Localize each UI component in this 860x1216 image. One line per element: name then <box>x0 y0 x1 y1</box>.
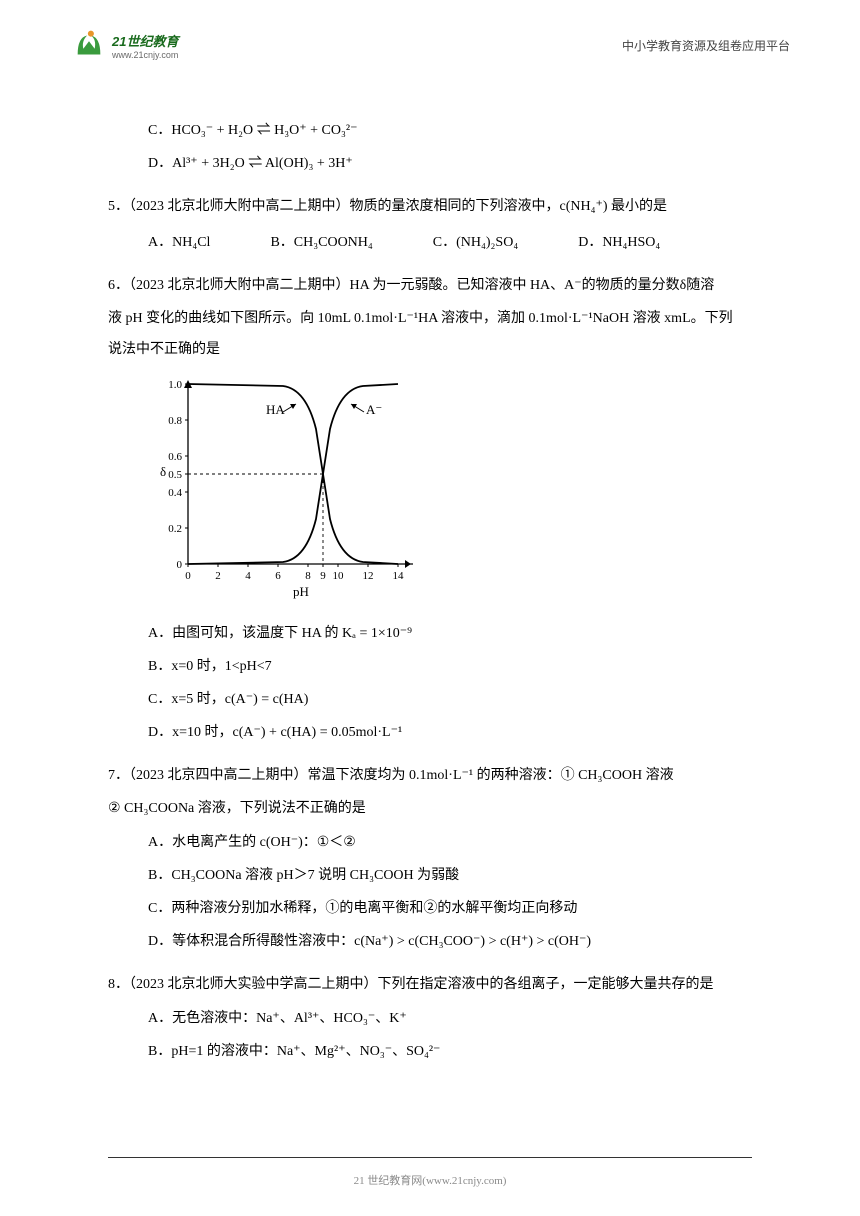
q7-option-d: D．等体积混合所得酸性溶液中：c(Na⁺) > c(CH₃COO⁻) > c(H… <box>148 929 752 954</box>
q8-stem: 8．（2023 北京北师大实验中学高二上期中）下列在指定溶液中的各组离子，一定能… <box>108 972 752 997</box>
svg-text:6: 6 <box>275 570 281 582</box>
svg-text:0.4: 0.4 <box>168 487 182 499</box>
q6-option-d: D．x=10 时，c(A⁻) + c(HA) = 0.05mol·L⁻¹ <box>148 720 752 745</box>
page-header: 21世纪教育 www.21cnjy.com 中小学教育资源及组卷应用平台 <box>70 28 790 62</box>
q7-stem1: 7．（2023 北京四中高二上期中）常温下浓度均为 0.1mol·L⁻¹ 的两种… <box>108 763 752 788</box>
q6-chart: 0 0.2 0.4 0.5 0.6 0.8 1.0 0 2 4 6 8 9 10 <box>148 374 752 608</box>
q8-option-b: B．pH=1 的溶液中：Na⁺、Mg²⁺、NO₃⁻、SO₄²⁻ <box>148 1039 752 1064</box>
svg-text:A⁻: A⁻ <box>366 402 382 417</box>
q8-option-a: A．无色溶液中：Na⁺、Al³⁺、HCO₃⁻、K⁺ <box>148 1006 752 1031</box>
logo: 21世纪教育 www.21cnjy.com <box>70 28 178 62</box>
q5-option-d: D．NH₄HSO₄ <box>578 230 660 255</box>
svg-text:2: 2 <box>215 570 221 582</box>
logo-title: 21世纪教育 <box>112 31 178 50</box>
svg-text:4: 4 <box>245 570 251 582</box>
svg-text:0.6: 0.6 <box>168 451 182 463</box>
q6-stem-line3: 说法中不正确的是 <box>108 337 752 362</box>
svg-text:10: 10 <box>333 570 345 582</box>
svg-text:14: 14 <box>393 570 405 582</box>
q4-option-c: C．HCO₃⁻ + H₂O ⇌ H₃O⁺ + CO₃²⁻ <box>148 118 752 143</box>
q7-option-c: C．两种溶液分别加水稀释，①的电离平衡和②的水解平衡均正向移动 <box>148 896 752 921</box>
q6-stem-line1: 6．（2023 北京北师大附中高二上期中）HA 为一元弱酸。已知溶液中 HA、A… <box>108 273 752 298</box>
content-area: C．HCO₃⁻ + H₂O ⇌ H₃O⁺ + CO₃²⁻ D．Al³⁺ + 3H… <box>108 110 752 1072</box>
svg-text:0: 0 <box>177 559 183 571</box>
svg-text:1.0: 1.0 <box>168 379 182 391</box>
svg-text:pH: pH <box>293 584 309 599</box>
page-footer: 21 世纪教育网(www.21cnjy.com) <box>0 1172 860 1188</box>
q5-option-c: C．(NH₄)₂SO₄ <box>433 230 518 255</box>
svg-text:δ: δ <box>160 464 166 479</box>
q5-option-b: B．CH₃COONH₄ <box>270 230 372 255</box>
svg-text:0.8: 0.8 <box>168 415 182 427</box>
q4-option-d: D．Al³⁺ + 3H₂O ⇌ Al(OH)₃ + 3H⁺ <box>148 151 752 176</box>
logo-icon <box>70 28 108 62</box>
q5-option-a: A．NH₄Cl <box>148 230 210 255</box>
svg-text:0: 0 <box>185 570 191 582</box>
q7-stem2: ② CH₃COONa 溶液，下列说法不正确的是 <box>108 796 752 821</box>
q5-options: A．NH₄Cl B．CH₃COONH₄ C．(NH₄)₂SO₄ D．NH₄HSO… <box>148 230 752 255</box>
logo-url: www.21cnjy.com <box>112 50 178 60</box>
footer-divider <box>108 1157 752 1158</box>
svg-text:9: 9 <box>320 570 326 582</box>
svg-text:HA: HA <box>266 402 285 417</box>
svg-text:0.2: 0.2 <box>168 523 182 535</box>
q6-option-c: C．x=5 时，c(A⁻) = c(HA) <box>148 687 752 712</box>
q7-option-b: B．CH₃COONa 溶液 pH＞7 说明 CH₃COOH 为弱酸 <box>148 863 752 888</box>
svg-text:8: 8 <box>305 570 311 582</box>
header-right-text: 中小学教育资源及组卷应用平台 <box>622 37 790 54</box>
q6-option-b: B．x=0 时，1<pH<7 <box>148 654 752 679</box>
q6-stem-line2: 液 pH 变化的曲线如下图所示。向 10mL 0.1mol·L⁻¹HA 溶液中，… <box>108 306 752 331</box>
svg-text:0.5: 0.5 <box>168 469 182 481</box>
q5-stem: 5．（2023 北京北师大附中高二上期中）物质的量浓度相同的下列溶液中，c(NH… <box>108 194 752 219</box>
svg-text:12: 12 <box>363 570 374 582</box>
q7-option-a: A．水电离产生的 c(OH⁻)：①＜② <box>148 830 752 855</box>
chart-svg: 0 0.2 0.4 0.5 0.6 0.8 1.0 0 2 4 6 8 9 10 <box>148 374 428 599</box>
q6-option-a: A．由图可知，该温度下 HA 的 Kₐ = 1×10⁻⁹ <box>148 621 752 646</box>
